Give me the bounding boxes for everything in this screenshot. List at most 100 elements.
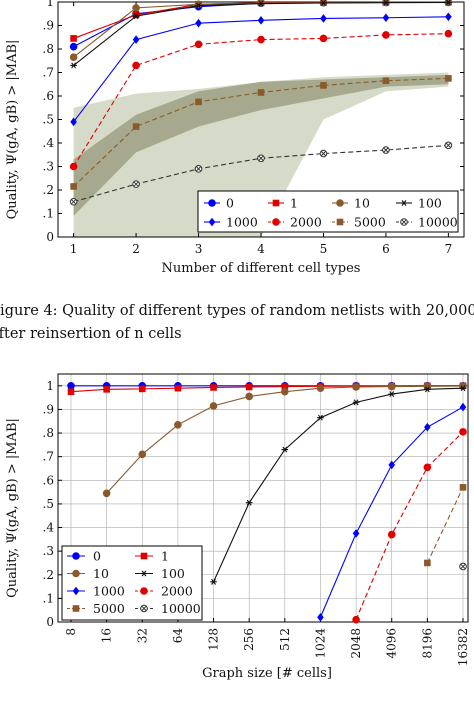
legend-label-0: 0: [226, 196, 234, 211]
data-point-5000: [424, 559, 431, 567]
y-tick-label: .3: [43, 544, 54, 558]
legend-marker-100: [140, 570, 148, 577]
x-tick-label: 16382: [456, 628, 470, 666]
data-point-1000: [352, 529, 360, 538]
x-tick-label: 1: [70, 242, 78, 256]
data-point-100: [388, 391, 396, 398]
data-point-1000: [257, 16, 265, 25]
x-axis-label: Graph size [# cells]: [202, 666, 332, 681]
y-tick-label: .3: [43, 160, 54, 174]
legend-marker-2000: [140, 587, 148, 595]
y-tick-label: .8: [43, 42, 54, 56]
data-point-10000: [69, 197, 78, 206]
legend-entry-5000: 5000: [332, 215, 386, 230]
data-point-10: [281, 387, 289, 396]
caption-line-1: Figure 4: Quality of different types of …: [0, 303, 474, 319]
figure-2-chart: 0 .1 .2 .3 .4 .5 .6 .7 .8 .9 1 8 16 32 64 128 256 512 1024…: [5, 373, 470, 681]
series-line-100: [73, 1, 449, 66]
legend-entry-0: 0: [204, 196, 234, 211]
x-tick-label: 64: [171, 628, 185, 644]
data-point-100: [70, 62, 77, 69]
legend-entry-2000: 2000: [268, 215, 322, 230]
plot-frame: [57, 373, 469, 623]
data-point-100: [459, 385, 467, 392]
series-line-2000: [355, 431, 464, 620]
data-point-2000: [423, 463, 432, 472]
data-point-1: [138, 385, 146, 393]
data-point-2000: [319, 34, 328, 43]
data-point-10: [352, 383, 360, 391]
legend-label-5000: 5000: [93, 601, 125, 616]
data-point-10: [138, 450, 147, 459]
data-point-1000: [320, 14, 327, 23]
legend-entry-5000: 5000: [67, 601, 125, 616]
series-1: [67, 382, 467, 396]
data-point-100: [245, 499, 253, 506]
data-point-100: [424, 386, 431, 393]
data-point-1000: [382, 13, 390, 23]
data-point-10000: [257, 154, 265, 163]
series-5000: [424, 484, 467, 567]
legend-entry-1: 1: [135, 549, 169, 564]
data-point-1: [245, 383, 253, 391]
legend-entry-1000: 1000: [204, 215, 258, 230]
data-point-100: [132, 13, 140, 20]
x-tick-label: 8196: [420, 628, 434, 659]
legend-label-10: 10: [354, 196, 370, 211]
legend-marker-1000: [208, 217, 216, 227]
data-point-0: [67, 382, 75, 390]
x-tick-label: 2: [132, 242, 140, 256]
data-point-10: [174, 420, 182, 429]
x-tick-label: 5: [320, 242, 328, 256]
legend-entry-0: 0: [67, 549, 101, 564]
data-point-1: [103, 386, 110, 393]
legend-label-1: 1: [161, 549, 169, 564]
legend-label-5000: 5000: [354, 215, 386, 230]
legend-entry-1: 1: [268, 196, 298, 211]
y-tick-label: 0: [46, 230, 54, 244]
legend-label-100: 100: [161, 566, 185, 581]
legend-marker-0: [208, 199, 216, 207]
data-point-1000: [317, 612, 324, 622]
data-point-10: [69, 53, 78, 62]
data-point-10: [194, 0, 203, 9]
x-tick-label: 7: [445, 242, 453, 256]
y-tick-label: .9: [43, 402, 54, 416]
y-tick-label: .4: [43, 136, 55, 150]
data-point-1000: [70, 117, 77, 127]
data-point-10000: [459, 562, 467, 571]
y-tick-label: .7: [43, 450, 54, 464]
data-point-10: [102, 489, 111, 498]
legend: 0 1 10 100 1000 2000 5000 10000: [197, 190, 459, 233]
x-tick-label: 128: [207, 628, 221, 651]
legend-entry-10000: 10000: [396, 215, 458, 230]
y-tick-label: .5: [43, 113, 54, 127]
legend-marker-10: [72, 569, 80, 578]
x-tick-label: 1024: [313, 628, 327, 659]
data-point-10000: [132, 180, 140, 188]
data-point-5000: [257, 89, 265, 96]
series-10000: [459, 562, 467, 571]
legend-box: [197, 190, 459, 233]
y-tick-label: .6: [43, 89, 54, 103]
data-point-10: [245, 392, 253, 401]
series-100: [210, 385, 467, 585]
legend-label-2000: 2000: [290, 215, 322, 230]
legend-label-1: 1: [290, 196, 298, 211]
data-point-10: [387, 382, 396, 391]
y-axis-label: Quality, Ψ(gA, gB) > |MAB|: [5, 40, 20, 220]
legend-marker-5000: [72, 605, 80, 612]
figure-1-chart: 0 .1 .2 .3 .4 .5 .6 .7 .8 .9 1 1 2 3 4 5 6 7 Number of dif…: [5, 0, 465, 276]
data-point-100: [320, 0, 327, 6]
y-tick-label: .1: [43, 591, 54, 605]
series-line-10: [73, 1, 449, 58]
data-point-10000: [382, 146, 390, 154]
y-tick-label: .1: [43, 207, 54, 221]
data-point-1: [210, 384, 217, 391]
legend-label-2000: 2000: [161, 584, 193, 599]
y-tick-label: .9: [43, 19, 54, 33]
data-point-2000: [382, 31, 390, 39]
data-point-100: [257, 0, 265, 7]
x-axis-label: Number of different cell types: [162, 261, 361, 276]
y-tick-label: .2: [43, 183, 54, 197]
